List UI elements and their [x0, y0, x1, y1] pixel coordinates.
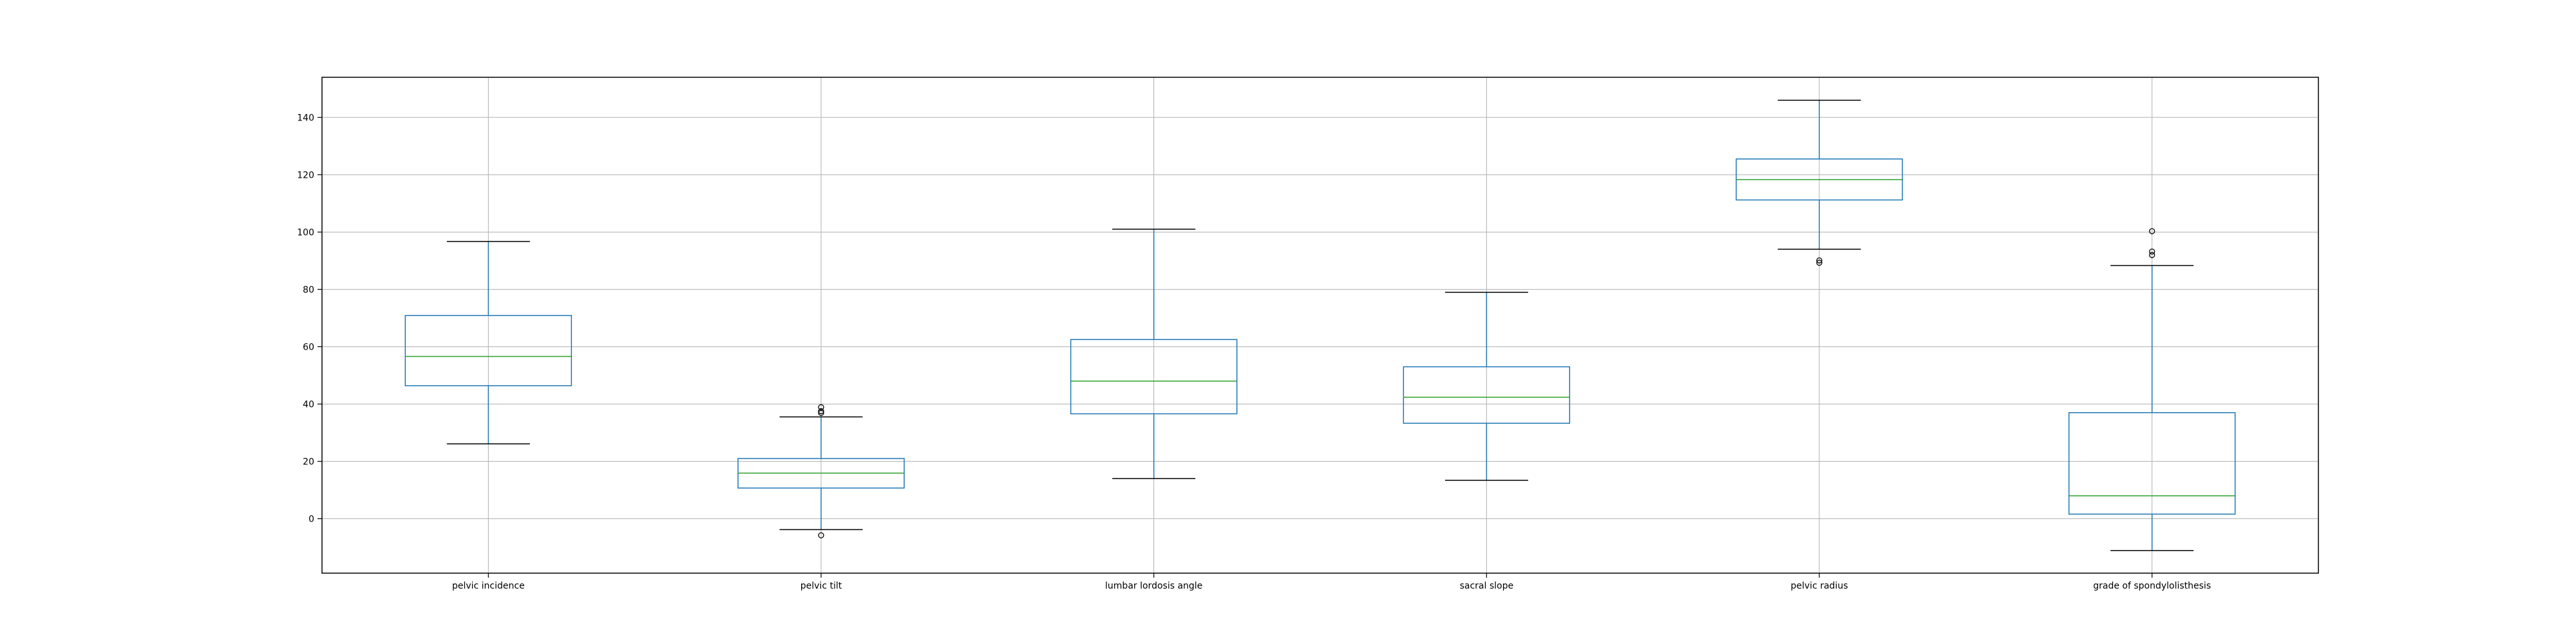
x-tick-label: lumbar lordosis angle [1105, 581, 1202, 591]
y-tick-label: 20 [303, 457, 314, 467]
outlier-point [2149, 248, 2155, 255]
y-axis: 0 20 40 60 80 100 120 140 [297, 113, 322, 524]
box-pelvic-tilt [737, 404, 905, 538]
y-tick-label: 80 [303, 285, 314, 295]
y-tick-label: 140 [297, 113, 314, 123]
outlier-point [818, 408, 824, 415]
outlier-point [818, 410, 824, 416]
iqr-box [1070, 339, 1238, 415]
iqr-box [2068, 412, 2236, 515]
iqr-box [1403, 366, 1571, 424]
y-tick-label: 0 [308, 514, 314, 524]
outlier-point [1816, 257, 1823, 264]
x-axis: pelvic incidence pelvic tilt lumbar lordos… [452, 573, 2211, 591]
outlier-point [818, 532, 824, 538]
box-layer [404, 99, 2236, 551]
iqr-box [404, 315, 573, 386]
x-tick-label: sacral slope [1460, 581, 1514, 591]
x-tick-label: grade of spondylolisthesis [2093, 581, 2211, 591]
y-tick-label: 120 [297, 170, 314, 180]
box-grade-of-spondylolisthesis [2068, 228, 2236, 551]
box-lumbar-lordosis-angle [1070, 229, 1238, 479]
y-tick-label: 60 [303, 342, 314, 352]
outlier-point [2149, 252, 2155, 258]
box-sacral-slope [1403, 292, 1571, 481]
outlier-point [818, 404, 824, 410]
outlier-point [2149, 228, 2155, 234]
y-tick-label: 100 [297, 227, 314, 238]
x-tick-label: pelvic tilt [800, 581, 842, 591]
plot-frame [321, 77, 2319, 574]
y-tick-label: 40 [303, 399, 314, 410]
box-pelvic-radius [1736, 99, 1903, 266]
box-pelvic-incidence [404, 241, 573, 445]
outlier-point [1816, 260, 1823, 266]
x-tick-label: pelvic incidence [452, 581, 525, 591]
x-tick-label: pelvic radius [1791, 581, 1848, 591]
